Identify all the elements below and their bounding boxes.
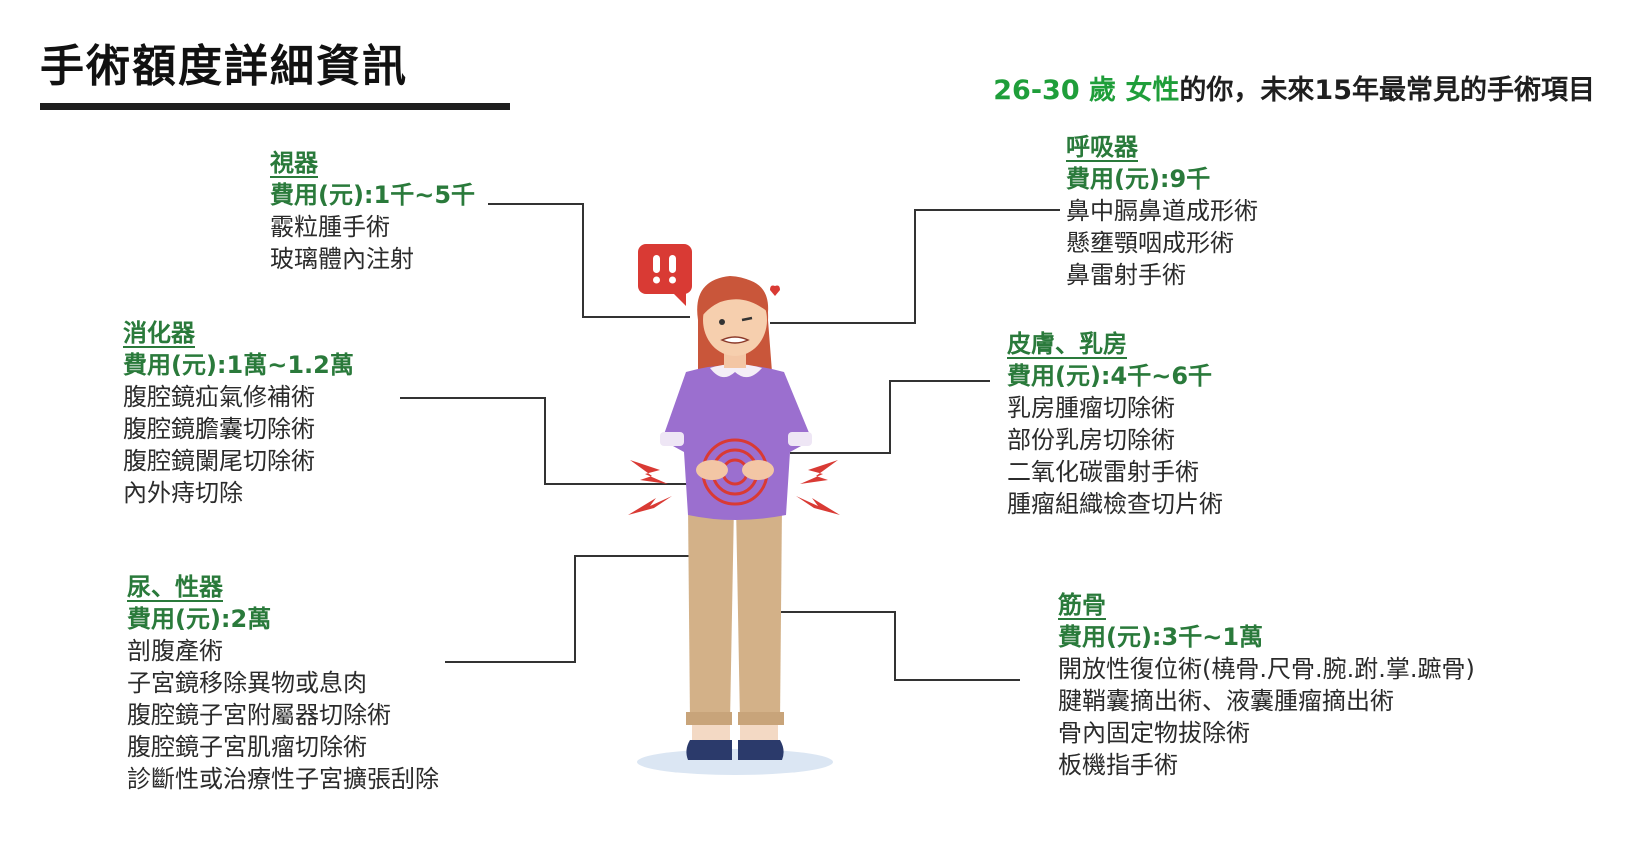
section-item: 乳房腫瘤切除術 — [1007, 394, 1175, 422]
connector-respiratory — [770, 209, 1060, 324]
section-urogenital: 尿、性器 費用(元):2萬 剖腹產術 子宮鏡移除異物或息肉 腹腔鏡子宮附屬器切除… — [127, 571, 439, 795]
section-item: 開放性復位術(橈骨.尺骨.腕.跗.掌.蹠骨) — [1058, 655, 1475, 683]
section-cost: 費用(元):4千~6千 — [1007, 362, 1213, 390]
section-title: 尿、性器 — [127, 573, 223, 601]
connector-musculoskeletal — [770, 611, 1020, 681]
connector-urogenital — [445, 555, 705, 663]
section-item: 骨內固定物拔除術 — [1058, 719, 1250, 747]
section-item: 腱鞘囊摘出術、液囊腫瘤摘出術 — [1058, 687, 1394, 715]
subtitle-age: 26-30 歲 — [993, 75, 1117, 106]
section-item: 腹腔鏡子宮附屬器切除術 — [127, 701, 391, 729]
section-item: 診斷性或治療性子宮擴張刮除 — [127, 765, 439, 793]
section-item: 二氧化碳雷射手術 — [1007, 458, 1199, 486]
section-title: 皮膚、乳房 — [1007, 330, 1127, 358]
section-item: 內外痔切除 — [123, 479, 243, 507]
section-title: 呼吸器 — [1066, 133, 1138, 161]
subtitle-rest: 的你，未來15年最常見的手術項目 — [1179, 75, 1595, 106]
woman-figure — [660, 276, 812, 760]
section-item: 鼻雷射手術 — [1066, 261, 1186, 289]
title-underline — [40, 103, 510, 110]
section-cost: 費用(元):2萬 — [127, 605, 272, 633]
section-title: 視器 — [270, 149, 318, 177]
connector-vision — [488, 203, 690, 318]
section-item: 霰粒腫手術 — [270, 213, 390, 241]
section-cost: 費用(元):1千~5千 — [270, 181, 476, 209]
section-item: 腹腔鏡膽囊切除術 — [123, 415, 315, 443]
connector-digestive — [400, 397, 690, 485]
section-item: 腫瘤組織檢查切片術 — [1007, 490, 1223, 518]
section-item: 腹腔鏡闌尾切除術 — [123, 447, 315, 475]
section-item: 子宮鏡移除異物或息肉 — [127, 669, 367, 697]
section-title: 消化器 — [123, 319, 195, 347]
pain-spark-icon — [628, 460, 840, 515]
section-item: 腹腔鏡子宮肌瘤切除術 — [127, 733, 367, 761]
subtitle-gender: 女性 — [1125, 75, 1180, 106]
ground-shadow — [637, 749, 833, 775]
section-respiratory: 呼吸器 費用(元):9千 鼻中膈鼻道成形術 懸壅顎咽成形術 鼻雷射手術 — [1066, 131, 1258, 291]
section-item: 剖腹產術 — [127, 637, 223, 665]
section-musculoskeletal: 筋骨 費用(元):3千~1萬 開放性復位術(橈骨.尺骨.腕.跗.掌.蹠骨) 腱鞘… — [1058, 589, 1475, 781]
section-cost: 費用(元):3千~1萬 — [1058, 623, 1264, 651]
section-item: 板機指手術 — [1058, 751, 1178, 779]
section-title: 筋骨 — [1058, 591, 1106, 619]
section-item: 鼻中膈鼻道成形術 — [1066, 197, 1258, 225]
section-item: 懸壅顎咽成形術 — [1066, 229, 1234, 257]
section-cost: 費用(元):9千 — [1066, 165, 1211, 193]
section-cost: 費用(元):1萬~1.2萬 — [123, 351, 354, 379]
section-item: 部份乳房切除術 — [1007, 426, 1175, 454]
section-item: 玻璃體內注射 — [270, 245, 414, 273]
section-item: 腹腔鏡疝氣修補術 — [123, 383, 315, 411]
section-vision: 視器 費用(元):1千~5千 霰粒腫手術 玻璃體內注射 — [270, 147, 475, 275]
alert-bubble-icon — [638, 244, 692, 306]
section-skin-breast: 皮膚、乳房 費用(元):4千~6千 乳房腫瘤切除術 部份乳房切除術 二氧化碳雷射… — [1007, 328, 1223, 520]
section-digestive: 消化器 費用(元):1萬~1.2萬 腹腔鏡疝氣修補術 腹腔鏡膽囊切除術 腹腔鏡闌… — [123, 317, 354, 509]
subtitle: 26-30 歲 女性的你，未來15年最常見的手術項目 — [993, 68, 1595, 107]
page-title: 手術額度詳細資訊 — [40, 41, 408, 92]
connector-skin-breast — [790, 380, 990, 454]
connector-lines — [400, 203, 1060, 681]
